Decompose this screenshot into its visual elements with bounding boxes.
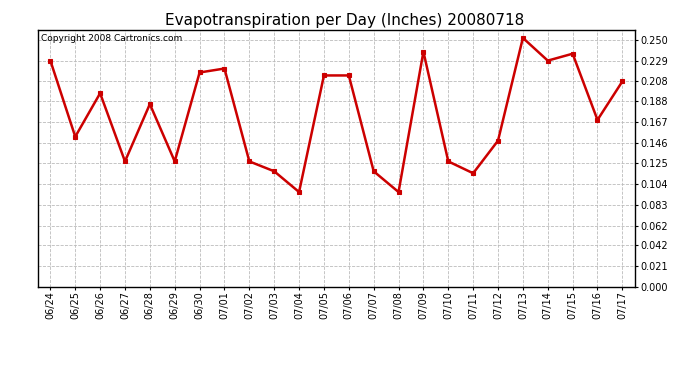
Text: Copyright 2008 Cartronics.com: Copyright 2008 Cartronics.com: [41, 34, 182, 43]
Text: Evapotranspiration per Day (Inches) 20080718: Evapotranspiration per Day (Inches) 2008…: [166, 13, 524, 28]
